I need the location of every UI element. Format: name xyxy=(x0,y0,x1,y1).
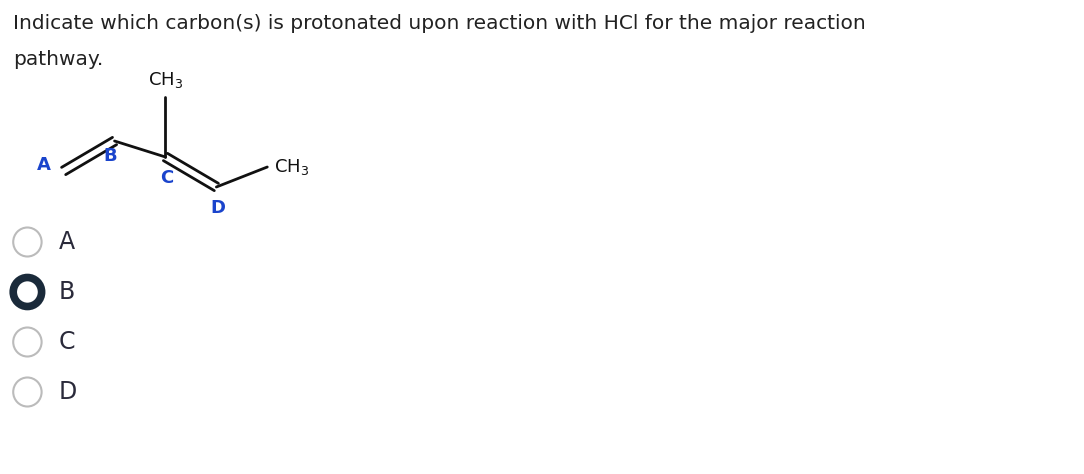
Circle shape xyxy=(13,377,41,407)
Text: B: B xyxy=(104,147,117,165)
Text: D: D xyxy=(210,199,225,217)
Text: C: C xyxy=(159,169,173,187)
Text: B: B xyxy=(59,280,75,304)
Text: A: A xyxy=(59,230,75,254)
Text: pathway.: pathway. xyxy=(13,50,103,69)
Text: A: A xyxy=(37,156,51,174)
Text: D: D xyxy=(59,380,77,404)
Circle shape xyxy=(13,228,41,256)
Text: Indicate which carbon(s) is protonated upon reaction with HCl for the major reac: Indicate which carbon(s) is protonated u… xyxy=(13,14,865,33)
Circle shape xyxy=(13,277,41,307)
Text: CH$_3$: CH$_3$ xyxy=(147,70,183,90)
Circle shape xyxy=(13,328,41,356)
Text: C: C xyxy=(59,330,75,354)
Text: CH$_3$: CH$_3$ xyxy=(274,157,309,177)
